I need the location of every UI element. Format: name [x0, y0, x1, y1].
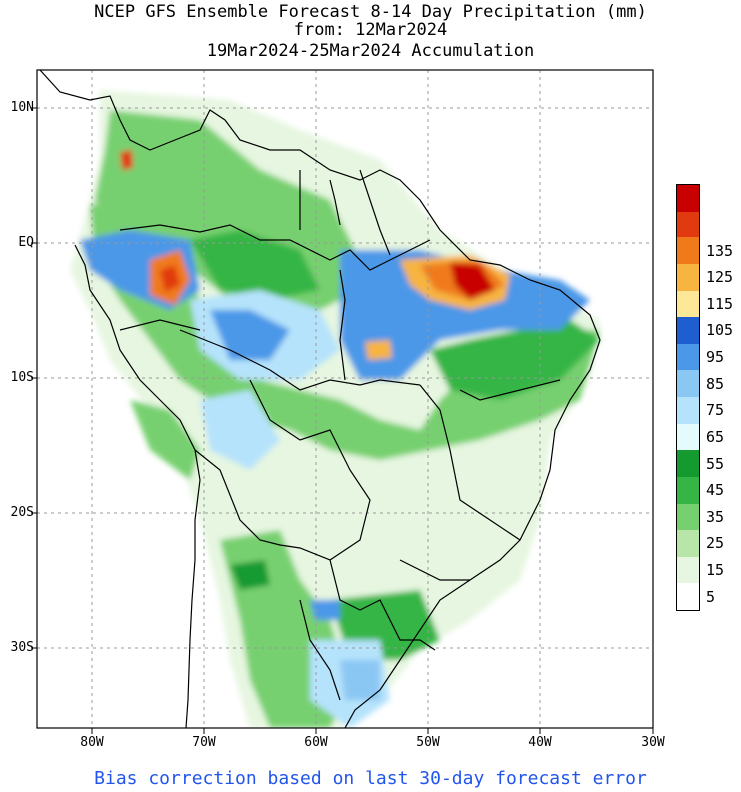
- legend-level-label: 125: [706, 268, 734, 287]
- map-title: NCEP GFS Ensemble Forecast 8-14 Day Prec…: [94, 2, 647, 22]
- precip-area-darkgreen: [190, 230, 320, 300]
- legend-swatch: [676, 263, 700, 291]
- legend-level-label: 45: [706, 481, 725, 500]
- legend-swatch: [676, 530, 700, 557]
- precip-max-red: [120, 150, 133, 170]
- legend-level-label: 65: [706, 427, 725, 446]
- legend-swatch: [676, 583, 700, 611]
- legend-level-label: 95: [706, 348, 725, 367]
- lat-label-30s: 30S: [10, 640, 34, 655]
- legend-swatch: [676, 184, 700, 212]
- precip-area-darkgreen: [230, 560, 270, 590]
- lon-label-50w: 50W: [416, 735, 440, 750]
- legend-swatch: [676, 237, 700, 264]
- accumulation-period: 19Mar2024-25Mar2024 Accumulation: [206, 41, 535, 61]
- legend-level-label: 15: [706, 561, 725, 580]
- precip-max-red: [450, 262, 495, 300]
- legend-level-label: 115: [706, 294, 734, 313]
- lat-label-20s: 20S: [10, 505, 34, 520]
- forecast-issue-date: from: 12Mar2024: [293, 20, 448, 40]
- precip-area-blue: [340, 250, 590, 380]
- bias-correction-note: Bias correction based on last 30-day for…: [94, 768, 647, 789]
- lat-label-10n: 10N: [10, 100, 34, 115]
- lon-label-30w: 30W: [641, 735, 665, 750]
- coastlines: [39, 70, 601, 728]
- legend-level-label: 55: [706, 454, 725, 473]
- legend-level-label: 105: [706, 321, 734, 340]
- legend-swatch: [676, 370, 700, 397]
- graticule: [37, 70, 653, 728]
- precip-max-red: [160, 265, 180, 292]
- precip-area-darkgreen: [430, 320, 600, 400]
- legend-swatch: [676, 397, 700, 424]
- lon-label-60w: 60W: [304, 735, 328, 750]
- precip-area-blue: [340, 660, 380, 700]
- axis-ticks: [31, 107, 654, 734]
- legend-level-label: 85: [706, 374, 725, 393]
- legend-swatch: [676, 210, 700, 238]
- precip-area-blue: [310, 600, 340, 620]
- legend-swatch: [676, 556, 700, 584]
- legend-swatch: [676, 343, 700, 371]
- precip-area-cyan: [200, 390, 280, 470]
- precip-area-green: [90, 200, 600, 460]
- legend-level-label: 25: [706, 534, 725, 553]
- precip-area-blue: [210, 310, 290, 360]
- legend-level-label: 35: [706, 507, 725, 526]
- legend-swatch: [676, 290, 700, 318]
- lon-label-70w: 70W: [192, 735, 216, 750]
- lat-label-eq: EQ: [18, 235, 34, 250]
- legend-swatch: [676, 503, 700, 531]
- lat-label-10s: 10S: [10, 370, 34, 385]
- lon-label-80w: 80W: [80, 735, 104, 750]
- legend-swatch: [676, 450, 700, 477]
- legend-swatch: [676, 476, 700, 504]
- legend-level-label: 75: [706, 401, 725, 420]
- legend-level-label: 5: [706, 587, 716, 606]
- precip-max-orange: [365, 340, 392, 360]
- precip-area-green: [130, 400, 200, 480]
- legend-swatch: [676, 423, 700, 451]
- legend-level-label: 135: [706, 241, 734, 260]
- legend-swatch: [676, 317, 700, 344]
- precip-field: [37, 70, 653, 728]
- map-frame: [36, 69, 654, 729]
- lon-label-40w: 40W: [528, 735, 552, 750]
